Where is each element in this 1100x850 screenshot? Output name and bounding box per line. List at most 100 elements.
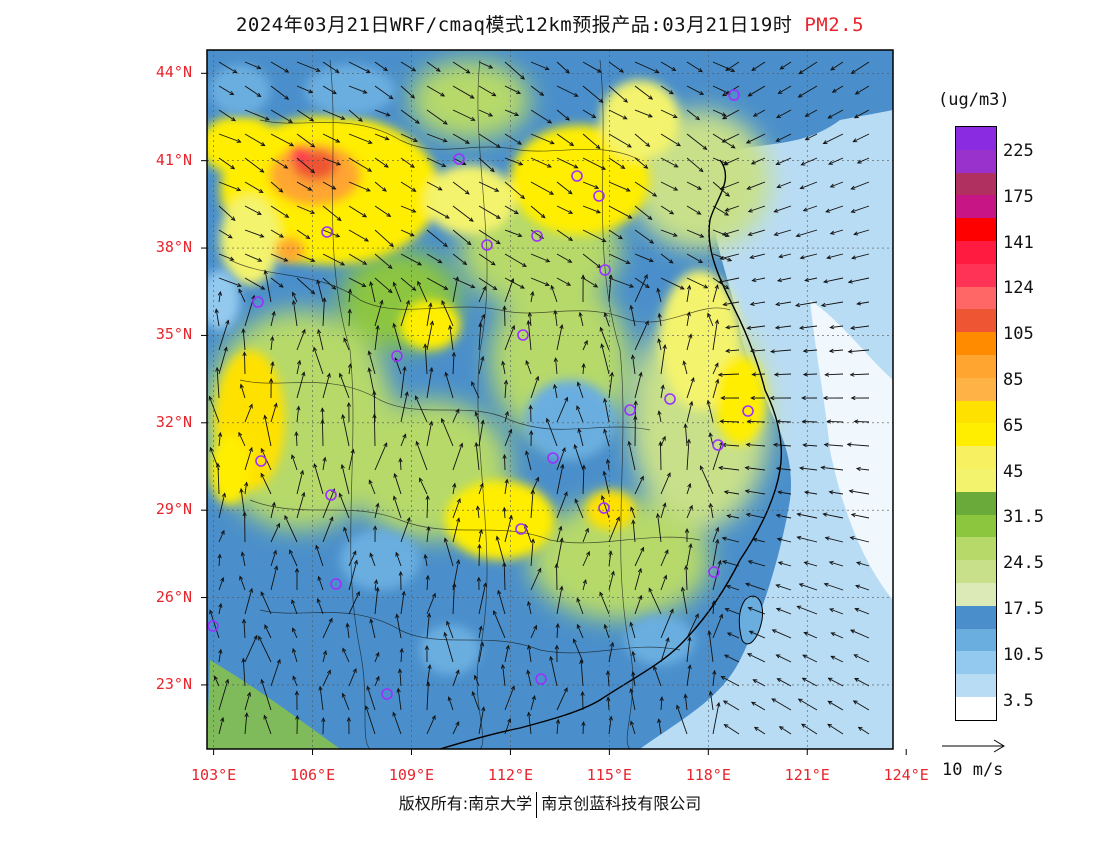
legend-unit: (ug/m3): [938, 90, 1010, 110]
lat-label: 29°N: [155, 500, 192, 519]
colorbar-swatch: [956, 400, 996, 424]
wind-reference-label: 10 m/s: [942, 760, 1004, 780]
station-marker: [381, 688, 393, 700]
station-marker: [708, 566, 720, 578]
lon-label: 118°E: [685, 766, 731, 784]
station-marker: [207, 620, 219, 632]
station-marker: [624, 404, 636, 416]
colorbar-swatch: [956, 149, 996, 173]
colorbar-label: 24.5: [1003, 553, 1044, 574]
colorbar-label: 175: [1003, 186, 1034, 207]
station-marker: [255, 455, 267, 467]
station-marker: [599, 264, 611, 276]
station-marker: [517, 329, 529, 341]
colorbar-swatch: [956, 446, 996, 469]
lat-label: 32°N: [155, 412, 192, 431]
wind-vectors: [208, 61, 870, 735]
copyright-footer: 版权所有:南京大学 南京创蓝科技有限公司: [0, 790, 1100, 818]
monitor-stations: [207, 89, 754, 700]
colorbar-swatch: [956, 674, 996, 697]
colorbar-swatch: [956, 195, 996, 219]
lon-label: 109°E: [388, 766, 435, 784]
station-marker: [598, 502, 610, 514]
station-marker: [321, 226, 333, 238]
colorbar-label: 17.5: [1003, 599, 1044, 619]
colorbar-swatch: [956, 514, 996, 538]
lon-label: 124°E: [883, 766, 929, 784]
station-marker: [535, 673, 547, 685]
colorbar-swatch: [956, 605, 996, 629]
colorbar-swatch: [956, 560, 996, 583]
taiwan-island: [738, 595, 764, 645]
title-variable: PM2.5: [804, 14, 865, 36]
colorbar-swatch: [956, 377, 996, 401]
colorbar-swatch: [956, 263, 996, 287]
lon-label: 115°E: [586, 766, 632, 784]
map-frame: [206, 49, 894, 750]
colorbar-swatch: [956, 332, 996, 355]
colorbar-swatch: [956, 696, 996, 720]
colorbar-swatch: [956, 286, 996, 310]
lat-label: 35°N: [155, 325, 192, 344]
lat-label: 38°N: [155, 238, 192, 257]
colorbar-swatch: [956, 651, 996, 675]
axis-ticks: [201, 72, 907, 755]
colorbar-label: 124: [1003, 278, 1034, 299]
colorbar-label: 31.5: [1003, 507, 1044, 528]
station-marker: [453, 153, 465, 165]
lat-label: 23°N: [155, 674, 192, 693]
colorbar-label: 141: [1003, 232, 1034, 253]
colorbar-swatch: [956, 354, 996, 378]
station-marker: [391, 350, 403, 362]
colorbar-swatch: [956, 240, 996, 264]
station-marker: [515, 523, 527, 535]
colorbar-swatch: [956, 537, 996, 561]
station-marker: [664, 393, 676, 405]
station-marker: [325, 489, 337, 501]
colorbar-label: 105: [1003, 324, 1034, 345]
lat-label: 44°N: [155, 63, 192, 82]
colorbar-swatch: [956, 423, 996, 447]
colorbar-swatch: [956, 628, 996, 652]
station-marker: [481, 239, 493, 251]
colorbar-label: 10.5: [1003, 644, 1044, 665]
station-marker: [531, 230, 543, 242]
colorbar-swatch: [956, 172, 996, 196]
lat-label: 41°N: [155, 150, 192, 169]
colorbar-label: 85: [1003, 370, 1024, 390]
copyright-right: 南京创蓝科技有限公司: [541, 794, 702, 813]
colorbar-swatch: [956, 491, 996, 515]
station-marker: [742, 405, 754, 417]
wind-reference-arrow: [942, 739, 1005, 753]
colorbar-label: 45: [1003, 461, 1024, 482]
colorbar-swatch: [956, 468, 996, 492]
sea-area: [640, 110, 893, 749]
footer-separator: [536, 791, 538, 818]
copyright-left: 版权所有:南京大学: [398, 794, 533, 813]
province-boundaries: [229, 59, 731, 749]
lon-label: 121°E: [784, 766, 830, 784]
colorbar: [955, 126, 997, 721]
colorbar-swatch: [956, 582, 996, 606]
colorbar-swatch: [956, 127, 996, 150]
colorbar-swatch: [956, 218, 996, 241]
lat-label: 26°N: [155, 587, 192, 606]
chart-title: 2024年03月21日WRF/cmaq模式12km预报产品:03月21日19时 P…: [0, 10, 1100, 37]
station-marker: [593, 190, 605, 202]
colorbar-label: 225: [1003, 141, 1034, 161]
station-marker: [571, 170, 583, 182]
map-area: [207, 50, 893, 749]
station-marker: [728, 89, 740, 101]
lon-label: 106°E: [289, 766, 336, 784]
colorbar-swatch: [956, 309, 996, 333]
lon-label: 103°E: [191, 766, 237, 784]
lon-label: 112°E: [487, 766, 533, 784]
colorbar-label: 3.5: [1003, 690, 1034, 711]
title-main: 2024年03月21日WRF/cmaq模式12km预报产品:03月21日19时: [235, 14, 793, 36]
station-marker: [252, 296, 264, 308]
station-marker: [547, 452, 559, 464]
colorbar-label: 65: [1003, 415, 1024, 436]
coastline: [439, 159, 783, 749]
station-marker: [330, 578, 342, 590]
